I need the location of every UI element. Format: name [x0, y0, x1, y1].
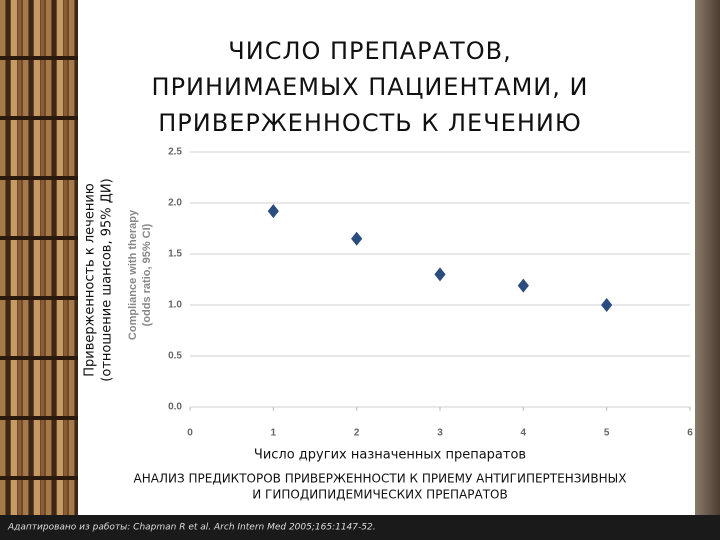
- x-tick-label: 6: [687, 428, 693, 439]
- y-tick-label: 1.5: [168, 249, 182, 260]
- y-label-ru: Приверженность к лечению: [83, 183, 98, 376]
- y-tick-label: 0.0: [168, 402, 182, 413]
- title-line: ЧИСЛО ПРЕПАРАТОВ,: [228, 37, 511, 65]
- point: [267, 204, 279, 219]
- point: [517, 278, 529, 293]
- source-note: Адаптировано из работы: Chapman R et al.…: [7, 523, 376, 533]
- footer-bar: [0, 515, 720, 540]
- x-tick-label: 5: [604, 428, 610, 439]
- title-line: ПРИВЕРЖЕННОСТЬ К ЛЕЧЕНИЮ: [158, 109, 582, 137]
- y-tick-label: 2.5: [168, 147, 182, 158]
- y-tick-label: 2.0: [168, 198, 182, 209]
- x-tick-label: 4: [521, 428, 527, 439]
- title-line: ПРИНИМАЕМЫХ ПАЦИЕНТАМИ, И: [152, 73, 589, 101]
- point: [601, 298, 613, 312]
- y-label: Compliance with therapy: [127, 209, 139, 340]
- y-tick-label: 1.0: [168, 300, 182, 311]
- y-tick-label: 0.5: [168, 351, 182, 362]
- bookshelf-image: [0, 0, 78, 515]
- x-tick-label: 1: [271, 428, 277, 439]
- y-label: (odds ratio, 95% CI): [141, 223, 153, 326]
- y-label-ru: (отношение шансов, 95% ДИ): [100, 178, 115, 381]
- right-edge: [695, 0, 720, 515]
- subtitle-line: И ГИПОДИПИДЕМИЧЕСКИХ ПРЕПАРАТОВ: [252, 488, 507, 502]
- subtitle-line: АНАЛИЗ ПРЕДИКТОРОВ ПРИВЕРЖЕННОСТИ К ПРИЕ…: [134, 472, 627, 486]
- x-tick-label: 3: [437, 428, 443, 439]
- x-tick-label: 0: [187, 428, 193, 439]
- chart: ЧИСЛО ПРЕПАРАТОВ, ПРИНИМАЕМЫХ ПАЦИЕНТАМИ,…: [83, 37, 694, 502]
- x-label: Число других назначенных препаратов: [254, 448, 526, 463]
- x-tick-label: 2: [354, 428, 360, 439]
- point: [434, 267, 446, 282]
- point: [351, 231, 363, 246]
